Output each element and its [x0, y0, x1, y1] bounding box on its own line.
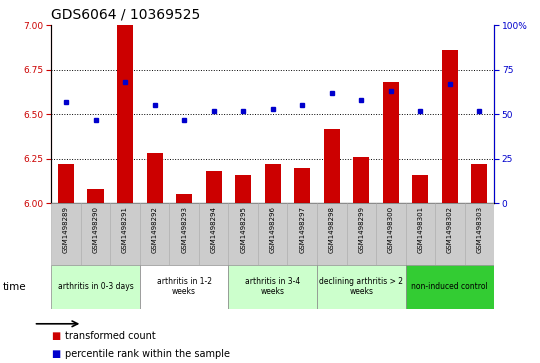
Bar — [464, 203, 494, 265]
Text: GSM1498292: GSM1498292 — [152, 206, 158, 253]
Bar — [235, 175, 251, 203]
Text: ■: ■ — [51, 331, 60, 341]
Text: GSM1498302: GSM1498302 — [447, 206, 453, 253]
Bar — [140, 265, 228, 309]
Bar — [383, 82, 399, 203]
Text: GSM1498289: GSM1498289 — [63, 206, 69, 253]
Bar — [199, 203, 228, 265]
Bar — [294, 168, 310, 203]
Text: GSM1498303: GSM1498303 — [476, 206, 482, 253]
Bar — [140, 203, 170, 265]
Bar — [347, 203, 376, 265]
Text: GSM1498294: GSM1498294 — [211, 206, 217, 253]
Text: GSM1498301: GSM1498301 — [417, 206, 423, 253]
Text: arthritis in 0-3 days: arthritis in 0-3 days — [58, 282, 133, 291]
Text: GSM1498300: GSM1498300 — [388, 206, 394, 253]
Bar — [435, 203, 464, 265]
Text: GSM1498297: GSM1498297 — [299, 206, 305, 253]
Bar — [176, 195, 192, 203]
Bar — [317, 203, 347, 265]
Text: transformed count: transformed count — [65, 331, 156, 341]
Text: arthritis in 1-2
weeks: arthritis in 1-2 weeks — [157, 277, 212, 297]
Text: GSM1498296: GSM1498296 — [269, 206, 276, 253]
Text: time: time — [3, 282, 26, 292]
Bar — [406, 265, 494, 309]
Bar — [376, 203, 406, 265]
Bar — [353, 157, 369, 203]
Bar — [87, 189, 104, 203]
Bar — [51, 265, 140, 309]
Text: GSM1498291: GSM1498291 — [122, 206, 128, 253]
Text: arthritis in 3-4
weeks: arthritis in 3-4 weeks — [245, 277, 300, 297]
Bar — [442, 50, 458, 203]
Text: GDS6064 / 10369525: GDS6064 / 10369525 — [51, 8, 200, 21]
Bar — [258, 203, 287, 265]
Bar — [228, 203, 258, 265]
Bar — [323, 129, 340, 203]
Bar — [81, 203, 110, 265]
Bar — [471, 164, 488, 203]
Bar — [317, 265, 406, 309]
Text: non-induced control: non-induced control — [411, 282, 488, 291]
Bar — [117, 25, 133, 203]
Text: ■: ■ — [51, 349, 60, 359]
Text: declining arthritis > 2
weeks: declining arthritis > 2 weeks — [319, 277, 403, 297]
Text: GSM1498293: GSM1498293 — [181, 206, 187, 253]
Bar — [228, 265, 317, 309]
Bar — [265, 164, 281, 203]
Bar — [51, 203, 81, 265]
Bar — [146, 154, 163, 203]
Text: GSM1498290: GSM1498290 — [92, 206, 99, 253]
Bar — [206, 171, 222, 203]
Text: percentile rank within the sample: percentile rank within the sample — [65, 349, 230, 359]
Bar — [58, 164, 74, 203]
Bar — [110, 203, 140, 265]
Bar — [406, 203, 435, 265]
Text: GSM1498299: GSM1498299 — [358, 206, 365, 253]
Text: GSM1498298: GSM1498298 — [329, 206, 335, 253]
Bar — [287, 203, 317, 265]
Text: GSM1498295: GSM1498295 — [240, 206, 246, 253]
Bar — [170, 203, 199, 265]
Bar — [412, 175, 428, 203]
